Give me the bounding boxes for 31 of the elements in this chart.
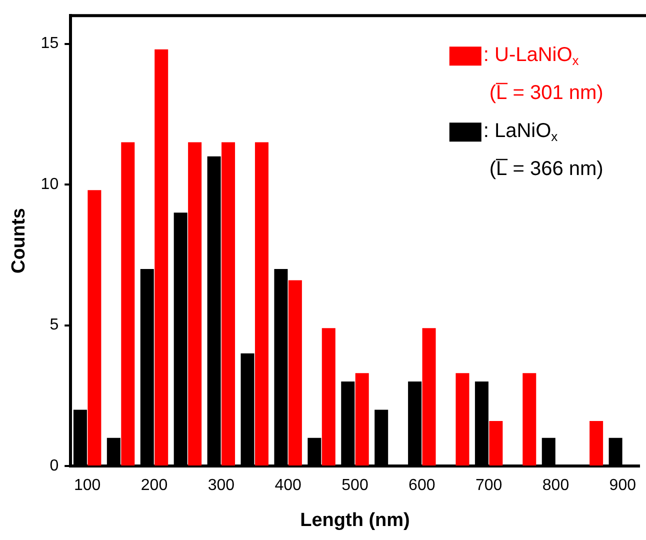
bar <box>355 373 369 466</box>
bar <box>322 328 336 466</box>
x-tick-label: 500 <box>342 477 368 494</box>
bar <box>456 373 470 466</box>
bar <box>590 420 604 466</box>
bar <box>88 190 102 466</box>
annotation: (L̅ = 366 nm) <box>489 158 604 180</box>
bar <box>188 142 202 466</box>
bar <box>121 142 135 466</box>
x-tick-label: 300 <box>208 477 235 494</box>
bar <box>288 280 302 466</box>
x-tick-label: 100 <box>74 477 101 494</box>
bar <box>222 142 236 466</box>
y-tick-label: 0 <box>50 457 59 474</box>
y-tick-label: 10 <box>40 176 59 193</box>
x-tick-label: 700 <box>475 477 502 494</box>
x-axis-title: Length (nm) <box>300 510 410 531</box>
x-tick-label: 900 <box>609 477 636 494</box>
bar <box>254 142 268 466</box>
x-tick-label: 600 <box>408 477 436 494</box>
x-tick-label: 800 <box>542 477 570 494</box>
y-axis-title: Counts <box>8 208 30 274</box>
y-tick-label: 5 <box>50 316 59 334</box>
bar <box>422 328 436 466</box>
y-tick-label: 15 <box>40 35 59 52</box>
bar <box>489 420 503 466</box>
x-tick-label: 400 <box>274 477 302 494</box>
bar <box>522 373 536 466</box>
bar <box>154 49 168 466</box>
annotation: (L̅ = 301 nm) <box>489 82 604 104</box>
x-tick-label: 200 <box>140 477 168 494</box>
